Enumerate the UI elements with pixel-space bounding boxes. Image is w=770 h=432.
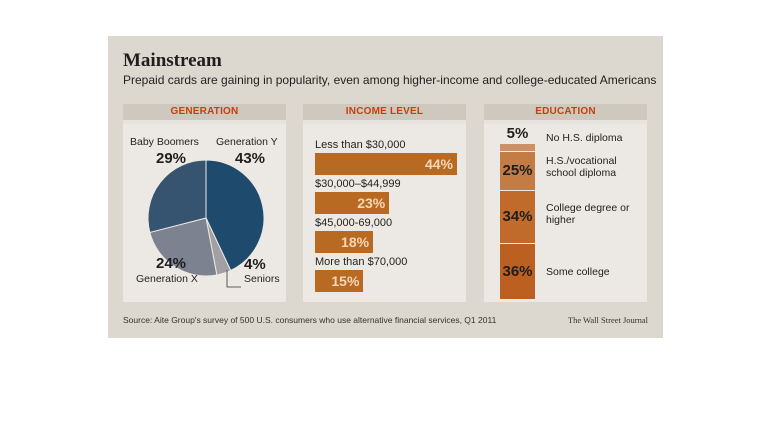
pie-value-gen-y: 43% [235, 150, 266, 167]
education-value: 5% [506, 125, 529, 142]
generation-pie [147, 159, 265, 288]
publisher-credit: The Wall Street Journal [567, 315, 648, 325]
pie-label-gen-y: Generation Y [216, 136, 278, 148]
education-heading: EDUCATION [484, 104, 647, 120]
income-value: 44% [424, 156, 453, 172]
pie-value-boomers: 29% [156, 150, 187, 167]
education-panel: EDUCATION 5% No H.S. diploma 25% H.S./vocat… [484, 104, 647, 302]
source-note: Source: Aite Group's survey of 500 U.S. … [123, 315, 497, 325]
education-label: No H.S. diploma [546, 132, 623, 144]
seniors-leader-line [226, 270, 241, 288]
income-value: 18% [341, 234, 370, 250]
income-bar: 44% [315, 153, 457, 175]
income-bar: 18% [315, 231, 374, 253]
pie-slice-boomers [147, 159, 207, 234]
chart-card: Mainstream Prepaid cards are gaining in … [108, 36, 663, 338]
pie-label-boomers: Baby Boomers [130, 136, 199, 148]
education-label: H.S./vocational school diploma [546, 154, 617, 179]
education-label: College degree or higher [546, 201, 630, 226]
education-value: 34% [502, 208, 533, 226]
chart-title: Mainstream [123, 50, 222, 71]
chart-subtitle: Prepaid cards are gaining in popularity,… [123, 73, 657, 87]
education-segment [500, 243, 535, 299]
income-panel: INCOME LEVEL Less than $30,000 44% $30,000… [303, 104, 466, 302]
education-label: Some college [546, 265, 610, 278]
pie-slice-gen-x [149, 217, 218, 277]
income-heading: INCOME LEVEL [303, 104, 466, 120]
education-value: 25% [502, 162, 533, 180]
pie-value-seniors: 4% [244, 256, 266, 273]
income-label: More than $70,000 [315, 256, 408, 268]
income-value: 15% [331, 273, 360, 289]
income-label: $45,000-69,000 [315, 217, 393, 229]
pie-value-gen-x: 24% [156, 255, 187, 272]
pie-slice-gen-y [205, 159, 265, 272]
income-label: $30,000–$44,999 [315, 178, 401, 190]
pie-label-gen-x: Generation X [136, 273, 198, 285]
pie-label-seniors: Seniors [244, 273, 280, 285]
income-body: Less than $30,000 44% $30,000–$44,999 23% $4… [303, 124, 466, 302]
education-segment [500, 151, 535, 190]
income-bar: 23% [315, 192, 390, 214]
generation-heading: GENERATION [123, 104, 286, 120]
education-segment [500, 144, 535, 151]
generation-panel: GENERATION Baby Boomers 29% Generation Y… [123, 104, 286, 302]
education-body: 5% No H.S. diploma 25% H.S./vocational scho… [484, 124, 647, 302]
income-value: 23% [357, 195, 386, 211]
generation-body: Baby Boomers 29% Generation Y 43% 24% Ge… [123, 124, 286, 302]
education-value: 36% [502, 262, 533, 280]
income-label: Less than $30,000 [315, 139, 406, 151]
income-bar: 15% [315, 270, 364, 292]
education-segment [500, 190, 535, 243]
